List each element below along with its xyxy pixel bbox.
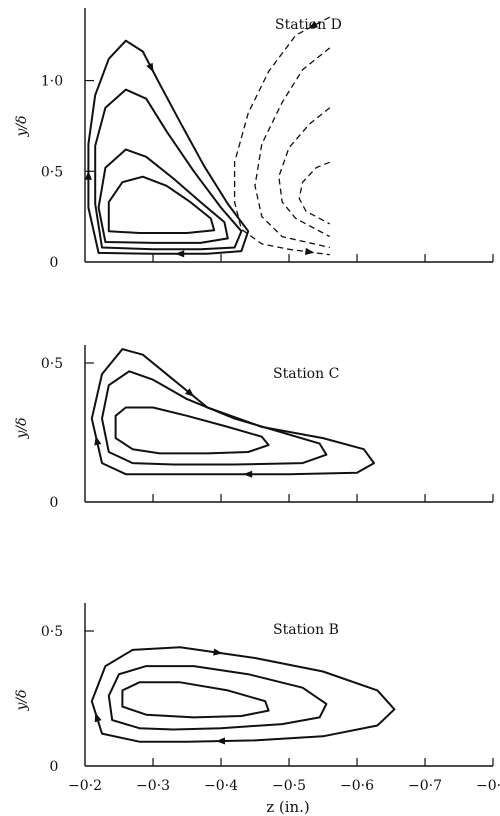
y-tick-label: 0·5: [41, 356, 63, 372]
y-axis-label: y/δ: [14, 115, 30, 137]
flow-arrow: [185, 388, 195, 397]
streamline-contour: [97, 148, 229, 244]
x-tick-label: −0·2: [68, 778, 102, 794]
x-tick-label: −0·4: [204, 778, 238, 794]
x-tick-label: −0·5: [272, 778, 306, 794]
streamline-contour: [94, 88, 243, 251]
panel-station-d: 0 0·5 1·0 y/δ Station D: [14, 8, 494, 271]
streamline-contour: [87, 39, 250, 255]
streamline-contour: [121, 681, 270, 719]
x-tick-label: −0·8: [476, 778, 500, 794]
streamline-contour: [101, 370, 328, 466]
streamline-contour: [90, 646, 396, 743]
y-tick-label: 1·0: [41, 74, 63, 90]
flow-arrow: [84, 170, 93, 180]
panel-station-b: 0 0·5 y/δ Station B: [14, 603, 494, 775]
y-axis-label: y/δ: [14, 689, 30, 711]
flow-arrow: [308, 21, 319, 29]
flow-arrow: [175, 250, 185, 258]
panel-station-c: 0 0·5 y/δ Station C: [14, 345, 494, 511]
flow-arrow: [243, 470, 253, 478]
panel-title: Station D: [275, 17, 342, 33]
dashed-contour: [254, 47, 331, 249]
flow-arrow: [94, 712, 102, 723]
x-tick-label: −0·3: [136, 778, 170, 794]
y-tick-label: 0: [50, 255, 59, 271]
flow-arrow: [304, 247, 315, 256]
flow-arrow: [146, 62, 154, 73]
streamline-contour: [107, 665, 328, 731]
panel-title: Station B: [273, 622, 339, 638]
y-axis-label: y/δ: [14, 417, 30, 439]
y-tick-label: 0·5: [41, 624, 63, 640]
dashed-contour: [278, 107, 331, 238]
dashed-contour: [233, 16, 331, 256]
y-tick-label: 0: [50, 759, 59, 775]
x-tick-label: −0·6: [340, 778, 374, 794]
streamline-contour: [107, 175, 216, 234]
dashed-contour: [298, 161, 331, 225]
x-tick-label: −0·7: [408, 778, 442, 794]
panel-title: Station C: [273, 366, 339, 382]
streamline-contour: [114, 406, 270, 455]
y-tick-label: 0: [50, 495, 59, 511]
flow-arrow: [94, 435, 102, 446]
streamline-contour: [90, 348, 375, 476]
y-tick-label: 0·5: [41, 164, 63, 180]
x-axis-label: z (in.): [266, 798, 310, 816]
flow-arrow: [216, 737, 226, 745]
flow-arrow: [213, 648, 223, 656]
x-tick-labels: −0·2 −0·3 −0·4 −0·5 −0·6 −0·7 −0·8: [68, 778, 500, 794]
